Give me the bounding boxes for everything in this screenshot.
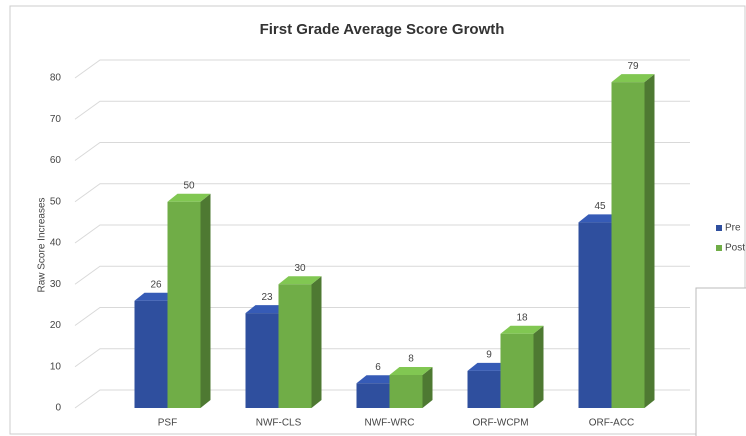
grid-line: [74, 348, 690, 368]
bar-face: [245, 313, 279, 408]
bar-face: [278, 284, 312, 408]
legend-label: Post: [725, 243, 745, 254]
x-tick-label: ORF-WCPM: [472, 418, 528, 429]
bar-face: [167, 193, 211, 202]
y-axis-label: Raw Score Increases: [37, 197, 48, 292]
data-label: 79: [627, 61, 639, 72]
bar-face: [356, 375, 400, 384]
bar: [278, 276, 322, 408]
bar-face: [311, 276, 322, 408]
bar-face: [356, 383, 390, 408]
data-label: 50: [183, 180, 195, 191]
bar-face: [644, 74, 655, 408]
chart-title: First Grade Average Score Growth: [260, 21, 505, 38]
y-tick-label: 10: [50, 361, 62, 372]
bar-face: [134, 292, 178, 301]
bar-face: [500, 333, 534, 408]
legend-swatch: [716, 245, 722, 251]
bar-face: [200, 193, 211, 408]
legend-label: Pre: [725, 223, 741, 234]
y-tick-label: 80: [50, 73, 62, 84]
data-label: 30: [294, 263, 306, 274]
data-label: 8: [408, 354, 414, 365]
overlay-box: [695, 287, 746, 436]
y-tick-label: 40: [50, 238, 62, 249]
y-tick-label: 60: [50, 155, 62, 166]
x-tick-label: ORF-ACC: [589, 418, 635, 429]
data-label: 9: [486, 350, 492, 361]
bar-face: [278, 276, 322, 285]
bar-face: [134, 300, 168, 408]
grid-line: [74, 224, 690, 244]
data-label: 23: [261, 292, 273, 303]
grid-line: [74, 307, 690, 326]
y-tick-label: 0: [55, 403, 61, 414]
x-tick-label: NWF-CLS: [256, 418, 302, 429]
bar-face: [389, 375, 423, 408]
legend-swatch: [716, 225, 722, 231]
grid-line: [74, 142, 690, 161]
y-tick-label: 20: [50, 320, 62, 331]
bar: [167, 193, 211, 408]
bar-face: [467, 362, 511, 371]
data-label: 18: [516, 312, 528, 323]
grid-line: [74, 100, 690, 120]
x-tick-label: PSF: [158, 418, 177, 429]
data-label: 6: [375, 362, 381, 373]
grid-line: [74, 265, 690, 285]
grid-line: [74, 183, 690, 203]
bar-face: [533, 325, 544, 408]
bar-face: [245, 305, 289, 314]
bar-face: [611, 74, 655, 83]
bar-face: [578, 222, 612, 408]
bar-face: [578, 214, 622, 223]
data-label: 26: [150, 279, 162, 290]
bar: [500, 325, 544, 408]
data-label: 45: [594, 201, 606, 212]
bar-face: [167, 201, 201, 408]
y-tick-label: 50: [50, 196, 62, 207]
grid-line: [74, 59, 690, 79]
bar-face: [467, 370, 501, 408]
x-tick-label: NWF-WRC: [365, 418, 415, 429]
bar-face: [422, 367, 433, 408]
bar: [389, 367, 433, 408]
bar-face: [611, 82, 645, 408]
bar-face: [500, 325, 544, 334]
bar: [611, 74, 655, 408]
y-tick-label: 30: [50, 279, 62, 290]
bar-face: [389, 367, 433, 375]
y-tick-label: 70: [50, 114, 62, 125]
